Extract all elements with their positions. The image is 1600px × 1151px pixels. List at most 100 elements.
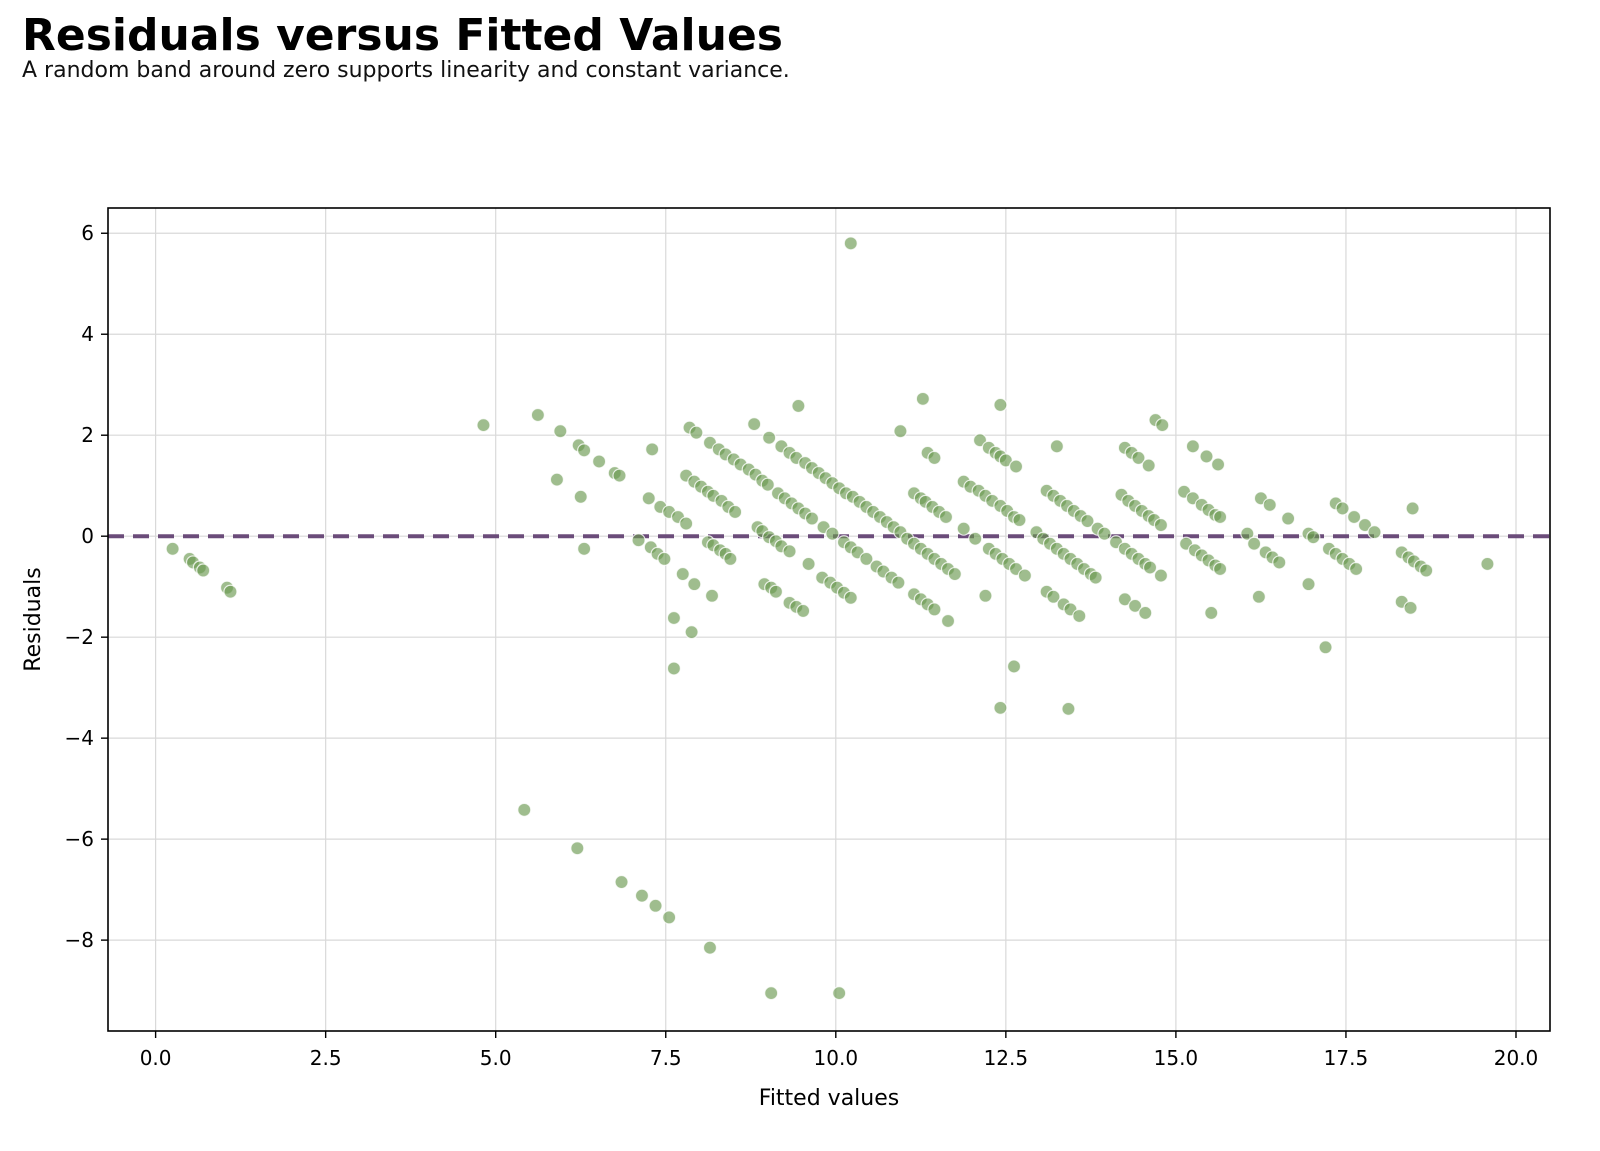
data-point <box>614 874 629 890</box>
data-point <box>760 477 775 492</box>
data-point <box>1405 501 1420 516</box>
y-tick-label: −4 <box>65 726 94 750</box>
data-point <box>570 841 585 856</box>
data-point <box>1262 497 1277 512</box>
y-tick-label: −8 <box>65 928 94 952</box>
data-point <box>1088 570 1103 585</box>
data-point <box>1281 511 1296 526</box>
y-tick-label: 2 <box>81 423 94 447</box>
data-point <box>196 563 211 578</box>
chart-title: Residuals versus Fitted Values <box>22 10 783 61</box>
data-point <box>1097 526 1112 541</box>
x-tick-label: 2.5 <box>310 1046 342 1070</box>
data-point <box>1403 600 1418 615</box>
data-point <box>747 417 762 432</box>
data-point <box>1153 517 1169 533</box>
data-point <box>938 509 954 525</box>
data-point <box>1213 561 1228 577</box>
data-point <box>165 541 180 556</box>
chart-subtitle: A random band around zero supports linea… <box>22 58 790 83</box>
data-point <box>1480 556 1495 572</box>
data-point <box>728 504 743 520</box>
data-point <box>684 625 699 640</box>
data-point <box>645 442 660 457</box>
data-point <box>968 531 983 546</box>
data-point <box>832 986 847 1001</box>
data-point <box>1240 526 1255 541</box>
x-tick-label: 15.0 <box>1154 1046 1199 1070</box>
data-point <box>517 802 532 817</box>
data-point <box>927 450 942 466</box>
data-point <box>940 613 956 629</box>
data-point <box>675 566 690 582</box>
data-point <box>1072 608 1087 624</box>
data-point <box>764 986 779 1001</box>
data-point <box>804 511 820 526</box>
data-point <box>1142 560 1158 575</box>
data-point <box>612 468 627 483</box>
data-point <box>843 236 858 251</box>
x-tick-label: 17.5 <box>1324 1046 1369 1070</box>
data-point <box>791 398 806 414</box>
data-point <box>1301 577 1316 592</box>
data-point <box>679 516 694 531</box>
data-point <box>1199 449 1214 464</box>
data-point <box>1185 439 1201 454</box>
data-point <box>915 391 930 406</box>
x-tick-label: 0.0 <box>140 1046 172 1070</box>
data-point <box>1127 598 1143 613</box>
data-point <box>1272 555 1287 570</box>
data-point <box>223 584 238 599</box>
data-point <box>476 418 491 433</box>
data-point <box>762 430 777 445</box>
data-point <box>577 541 592 556</box>
data-point <box>1347 509 1362 525</box>
x-tick-label: 20.0 <box>1494 1046 1539 1070</box>
y-axis-ticks: −8 −6 −4 −2 0 2 4 6 <box>65 221 108 952</box>
data-point <box>796 603 811 619</box>
data-point <box>1419 563 1434 578</box>
data-point <box>1141 458 1156 473</box>
y-tick-label: 4 <box>81 322 94 346</box>
data-point <box>1204 605 1219 621</box>
data-point <box>927 602 942 617</box>
data-point <box>978 588 993 603</box>
data-point <box>1367 525 1382 540</box>
data-point <box>1049 439 1064 454</box>
data-point <box>1061 701 1076 716</box>
data-point <box>782 544 797 559</box>
data-point <box>1210 457 1226 472</box>
data-point <box>1080 513 1095 529</box>
data-point <box>530 407 545 423</box>
grid <box>108 208 1550 1031</box>
data-point <box>993 397 1008 413</box>
data-point <box>825 526 840 541</box>
y-tick-label: 6 <box>81 221 94 245</box>
data-point <box>641 491 656 506</box>
data-point <box>553 424 568 439</box>
data-point <box>768 584 784 599</box>
data-point <box>704 588 720 603</box>
data-point <box>1153 568 1169 583</box>
data-point <box>998 453 1013 468</box>
data-point <box>723 551 738 567</box>
data-point <box>1349 561 1364 577</box>
data-point <box>1012 512 1027 528</box>
data-point <box>1138 605 1153 621</box>
x-tick-label: 5.0 <box>480 1046 512 1070</box>
data-point <box>666 661 682 676</box>
data-point <box>1155 418 1170 433</box>
data-point <box>843 590 858 605</box>
data-point <box>1318 640 1333 655</box>
data-point <box>591 454 607 469</box>
y-tick-label: −6 <box>65 827 94 851</box>
data-point <box>549 472 565 487</box>
data-point <box>859 551 874 567</box>
data-point <box>1017 568 1032 583</box>
x-axis-ticks: 0.0 2.5 5.0 7.5 10.0 12.5 15.0 17.5 20.0 <box>140 1031 1539 1070</box>
data-point <box>631 533 646 548</box>
x-axis-label: Fitted values <box>759 1086 899 1111</box>
data-point <box>1006 659 1022 674</box>
data-point <box>577 443 592 458</box>
